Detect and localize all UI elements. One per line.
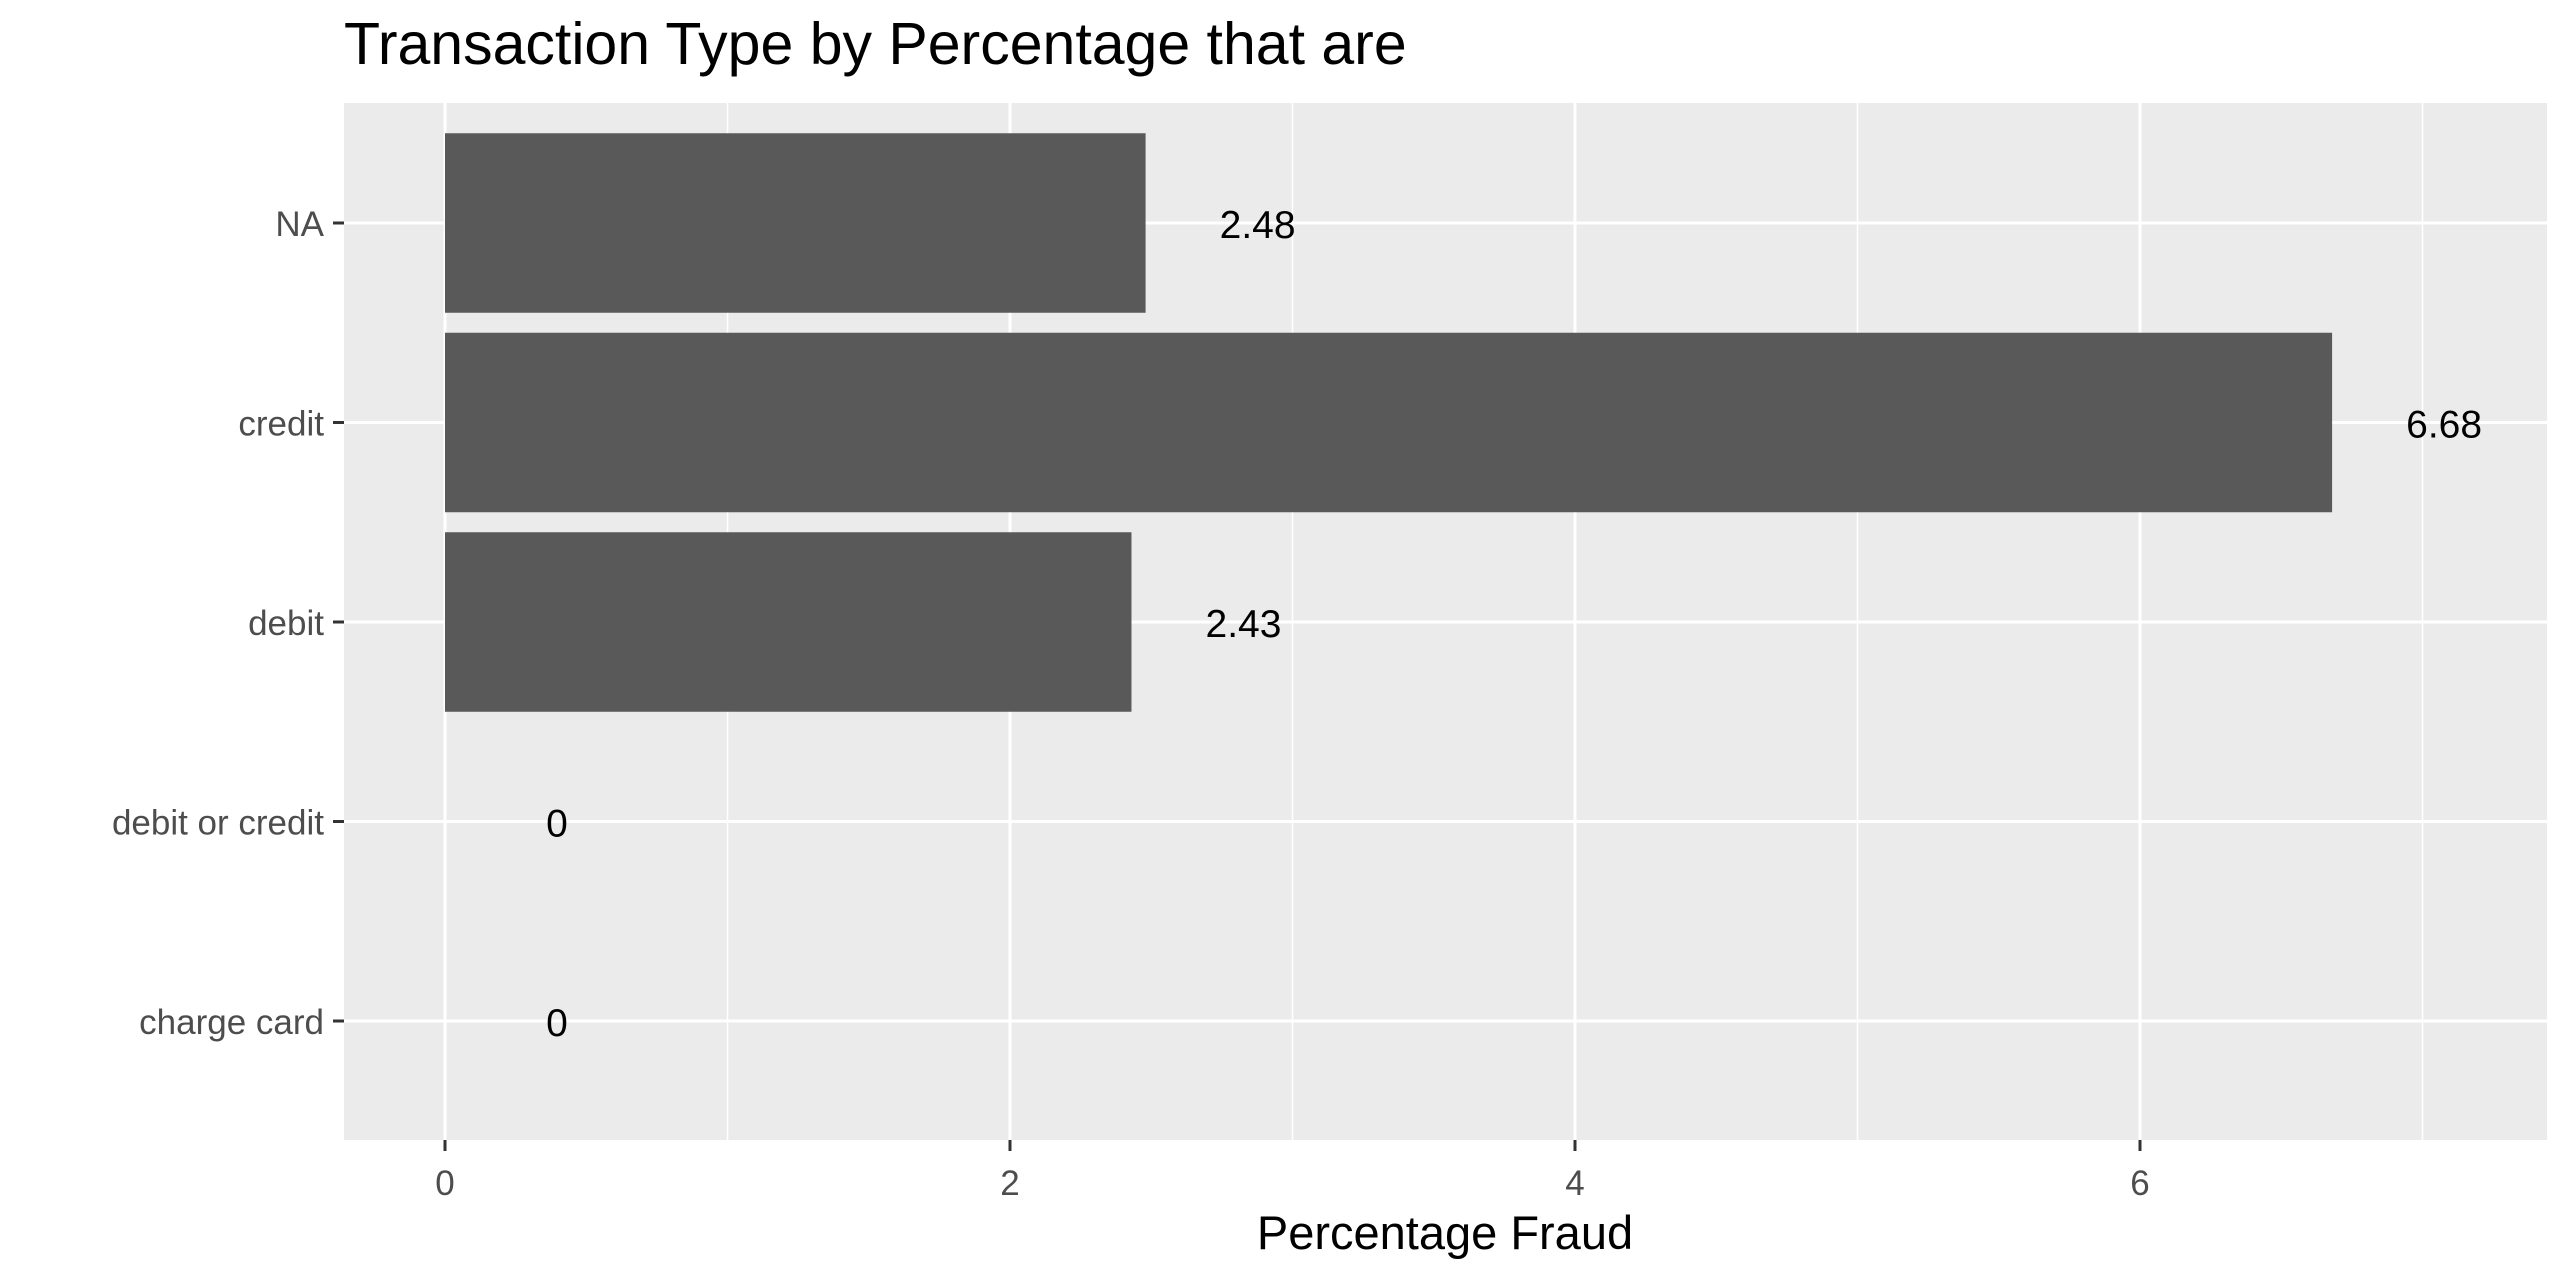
x-axis-title: Percentage Fraud xyxy=(1257,1206,1633,1259)
bar xyxy=(445,332,2333,513)
bar xyxy=(445,532,1132,712)
y-tick-label: credit xyxy=(238,405,324,444)
value-label: 0 xyxy=(546,1002,568,1045)
y-tick-label: debit xyxy=(248,604,324,643)
x-tick-label: 6 xyxy=(2130,1164,2149,1203)
value-label: 6.68 xyxy=(2406,404,2482,447)
y-tick-label: NA xyxy=(275,205,324,244)
value-label: 0 xyxy=(546,803,568,846)
x-tick-label: 4 xyxy=(1565,1164,1584,1203)
bars xyxy=(445,133,2333,712)
value-label: 2.43 xyxy=(1206,603,1282,646)
bar xyxy=(445,133,1146,313)
x-axis: 0 2 4 6 xyxy=(435,1140,2150,1203)
chart-title: Transaction Type by Percentage that are xyxy=(344,11,1407,77)
y-axis: NA credit debit debit or credit charge card xyxy=(112,205,344,1042)
value-labels: 2.48 6.68 2.43 0 0 xyxy=(546,204,2482,1045)
x-tick-label: 0 xyxy=(435,1164,454,1203)
value-label: 2.48 xyxy=(1220,204,1296,247)
y-tick-label: debit or credit xyxy=(112,804,324,843)
x-tick-label: 2 xyxy=(1000,1164,1019,1203)
y-tick-label: charge card xyxy=(139,1003,324,1042)
